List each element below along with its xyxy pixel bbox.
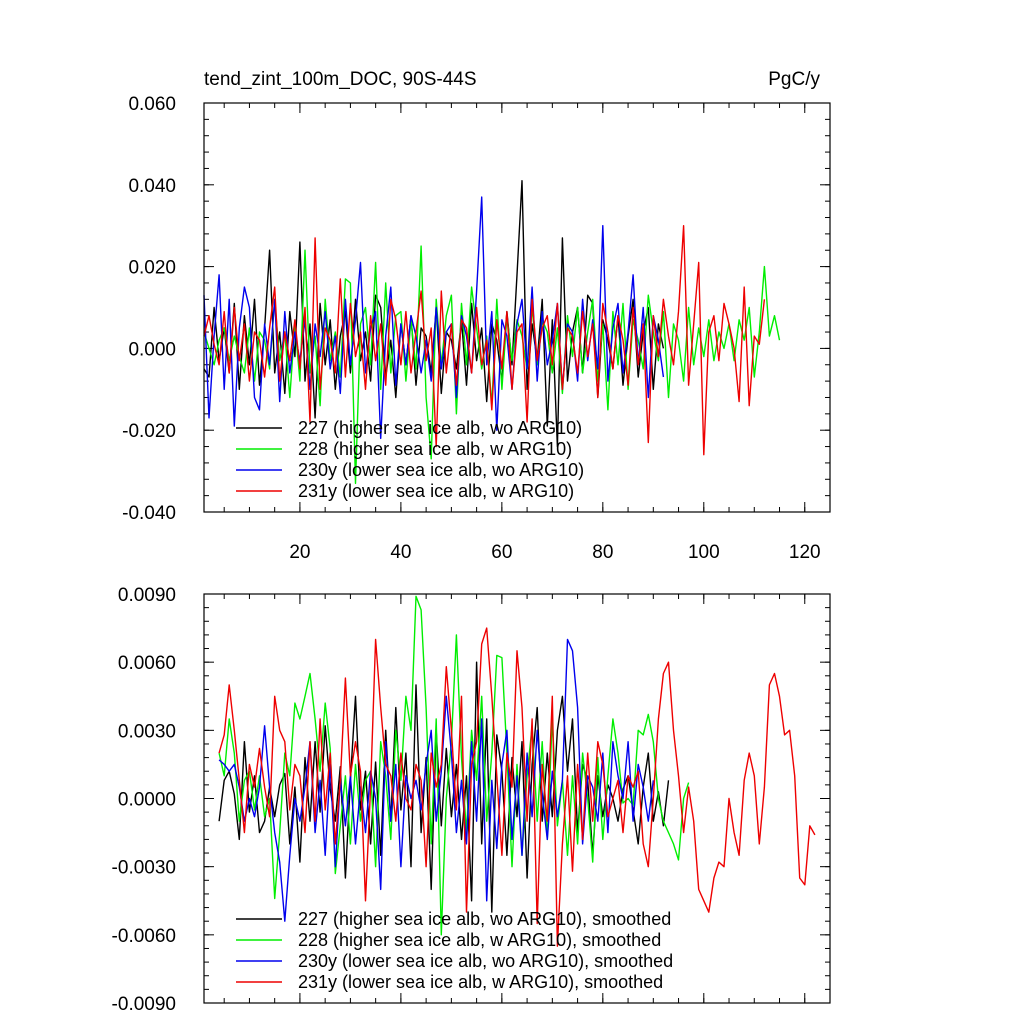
top-y-tick-label: 0.040	[128, 176, 176, 197]
bottom-plot-frame	[203, 593, 831, 1004]
top-panel: tend_zint_100m_DOC, 90S-44S PgC/y -0.040…	[122, 69, 831, 563]
top-x-tick-label: 120	[789, 542, 821, 563]
bottom-y-tick-label: 0.0060	[118, 653, 176, 674]
top-legend-label: 231y (lower sea ice alb, w ARG10)	[298, 481, 574, 501]
bottom-y-tick-label: -0.0030	[112, 858, 176, 879]
top-x-tick-label: 80	[592, 542, 613, 563]
top-plot-frame	[203, 102, 831, 513]
top-series-group	[203, 179, 781, 485]
top-y-tick-label: 0.020	[128, 258, 176, 279]
bottom-panel: -0.0090 -0.0060 -0.0030 0.0000 0.0030 0.0060 0…	[112, 585, 831, 1015]
bottom-series-line-3	[218, 627, 816, 947]
top-y-tick-label: -0.020	[122, 421, 176, 442]
top-axes: -0.040 -0.020 0.000 0.020 0.040 0.060 20 40 60 80…	[122, 94, 831, 563]
top-y-tick-label: 0.000	[128, 339, 176, 360]
bottom-legend-label: 227 (higher sea ice alb, wo ARG10), smoo…	[298, 909, 671, 929]
top-x-tick-label: 100	[688, 542, 720, 563]
top-legend: 227 (higher sea ice alb, wo ARG10)228 (h…	[236, 418, 584, 501]
bottom-y-tick-label: 0.0090	[118, 585, 176, 606]
bottom-series-group	[218, 595, 816, 947]
top-x-tick-label: 20	[289, 542, 310, 563]
bottom-series-line-1	[218, 595, 690, 936]
top-legend-label: 228 (higher sea ice alb, w ARG10)	[298, 439, 572, 459]
top-legend-label: 227 (higher sea ice alb, wo ARG10)	[298, 418, 582, 438]
bottom-y-tick-label: -0.0090	[112, 994, 176, 1015]
bottom-y-tick-label: 0.0030	[118, 721, 176, 742]
bottom-y-tick-label: -0.0060	[112, 926, 176, 947]
top-y-tick-label: -0.040	[122, 503, 176, 524]
bottom-legend-label: 231y (lower sea ice alb, w ARG10), smoot…	[298, 972, 663, 992]
bottom-legend: 227 (higher sea ice alb, wo ARG10), smoo…	[236, 909, 673, 992]
bottom-series-line-2	[218, 638, 654, 922]
bottom-legend-label: 230y (lower sea ice alb, wo ARG10), smoo…	[298, 951, 673, 971]
top-legend-label: 230y (lower sea ice alb, wo ARG10)	[298, 460, 584, 480]
top-y-tick-label: 0.060	[128, 94, 176, 115]
top-title-left: tend_zint_100m_DOC, 90S-44S	[204, 69, 477, 90]
bottom-legend-label: 228 (higher sea ice alb, w ARG10), smoot…	[298, 930, 661, 950]
top-x-tick-label: 60	[491, 542, 512, 563]
top-series-line-3	[203, 224, 766, 456]
top-x-tick-label: 40	[390, 542, 411, 563]
top-title-right: PgC/y	[768, 69, 820, 90]
bottom-y-tick-label: 0.0000	[118, 790, 176, 811]
